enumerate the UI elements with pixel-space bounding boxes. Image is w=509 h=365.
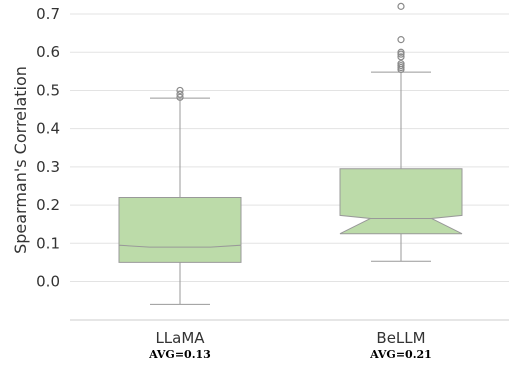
- outlier-point: [397, 53, 405, 61]
- boxes-group: [118, 2, 463, 305]
- box-body: [339, 168, 463, 235]
- outlier-point: [176, 90, 184, 98]
- outlier-point: [397, 36, 405, 44]
- box-llama: [118, 86, 242, 305]
- outlier-point: [176, 86, 184, 95]
- box-body: [118, 196, 242, 263]
- y-tick-label: 0.3: [36, 158, 60, 176]
- y-tick-label: 0.0: [36, 273, 60, 291]
- y-tick-label: 0.2: [36, 196, 60, 214]
- outlier-point: [176, 93, 184, 101]
- y-tick-label: 0.1: [36, 234, 60, 252]
- outlier-point: [397, 60, 405, 68]
- x-tick-label: BeLLM: [376, 329, 425, 347]
- outlier-point: [397, 2, 405, 10]
- y-tick-label: 0.5: [36, 81, 60, 99]
- avg-annotation: AVG=0.21: [369, 348, 432, 361]
- y-tick-label: 0.6: [36, 43, 60, 61]
- avg-annotation: AVG=0.13: [148, 348, 211, 361]
- outlier-point: [397, 48, 405, 56]
- y-tick-label: 0.7: [36, 5, 60, 23]
- x-tick-label: LLaMA: [155, 329, 205, 347]
- box-bellm: [339, 2, 463, 262]
- y-axis-label: Spearman's Correlation: [11, 66, 30, 254]
- y-axis-ticks: 0.0 0.1 0.2 0.3 0.4 0.5 0.6 0.7: [36, 5, 60, 290]
- y-tick-label: 0.4: [36, 120, 60, 138]
